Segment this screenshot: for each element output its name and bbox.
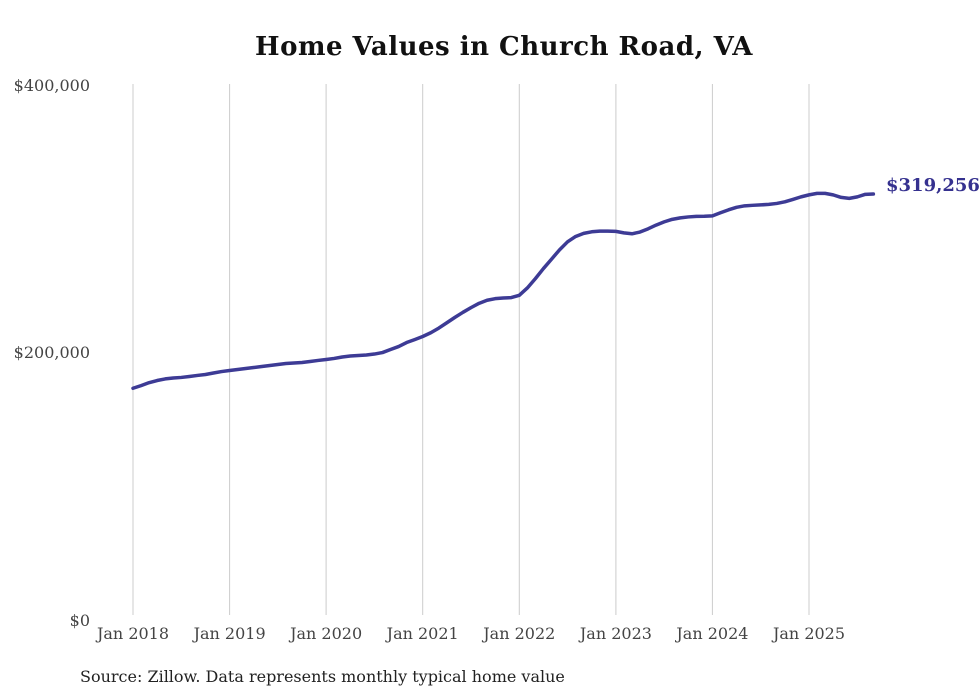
y-tick-label: $200,000 <box>13 343 90 362</box>
x-axis-tick-jan-2024: Jan 2024 <box>676 624 749 643</box>
source-note: Source: Zillow. Data represents monthly … <box>80 667 565 686</box>
home-value-series-line <box>131 191 876 391</box>
series-end-value-label: $319,256 <box>886 175 980 196</box>
y-tick-label: $400,000 <box>13 76 90 95</box>
vertical-gridlines <box>132 84 810 615</box>
x-axis-tick-jan-2020: Jan 2020 <box>290 624 363 643</box>
x-axis-tick-jan-2021: Jan 2021 <box>386 624 459 643</box>
x-axis-tick-jan-2019: Jan 2019 <box>193 624 266 643</box>
y-axis-tick-400k: $400,000 <box>0 76 90 96</box>
x-axis-tick-jan-2018: Jan 2018 <box>96 624 170 643</box>
x-axis-tick-jan-2023: Jan 2023 <box>579 624 652 643</box>
chart-title: Home Values in Church Road, VA <box>255 32 753 62</box>
y-axis-tick-200k: $200,000 <box>0 343 90 363</box>
y-axis-tick-0: $0 <box>0 611 90 631</box>
x-axis-tick-jan-2022: Jan 2022 <box>483 624 556 643</box>
x-axis-tick-jan-2025: Jan 2025 <box>772 624 846 643</box>
y-tick-label: $0 <box>69 611 90 630</box>
